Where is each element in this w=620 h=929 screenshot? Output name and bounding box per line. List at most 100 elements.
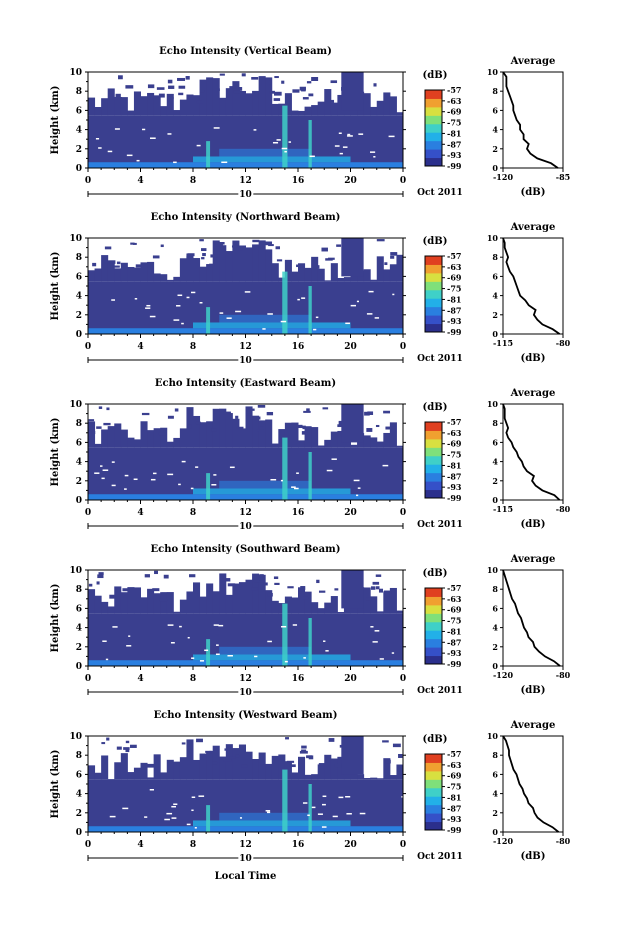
- echo-gap: [379, 658, 384, 660]
- echo-gap: [280, 479, 283, 482]
- y-tick-label: 6: [76, 770, 82, 780]
- colorbar-segment: [425, 588, 442, 597]
- profile-y-tick-label: 0: [492, 329, 498, 339]
- echo-gap: [204, 649, 209, 652]
- profile-y-tick-label: 4: [492, 623, 498, 633]
- echo-cell: [376, 239, 385, 242]
- echo-cell: [120, 97, 128, 116]
- echo-gap: [356, 300, 359, 303]
- echo-cell: [206, 583, 214, 614]
- echo-gap: [226, 317, 232, 319]
- echo-cell: [321, 247, 328, 252]
- echo-column: [308, 452, 312, 500]
- echo-gap: [216, 644, 219, 646]
- panel-1: Echo Intensity (Vertical Beam) 0 2 4 6 8 10 Hei…: [50, 46, 570, 202]
- echo-cell: [278, 277, 286, 282]
- day-label: 10: [239, 522, 252, 532]
- date-label: Oct 2011: [417, 686, 463, 696]
- profile-y-tick-label: 8: [492, 86, 498, 96]
- echo-cell: [284, 422, 292, 448]
- panel-5: Echo Intensity (Westward Beam) 0 2 4 6 8 10 Hei…: [50, 710, 571, 866]
- echo-cell: [199, 596, 207, 614]
- echo-cell: [383, 591, 391, 614]
- echo-cell: [224, 748, 228, 751]
- echo-cell: [258, 420, 266, 448]
- x-tick-label: 4: [137, 840, 143, 850]
- echo-gap: [267, 640, 272, 643]
- x-tick-label: 4: [137, 176, 143, 186]
- echo-cell: [219, 573, 227, 614]
- echo-band-surface: [88, 162, 403, 168]
- echo-cell: [118, 97, 123, 100]
- echo-cell: [258, 240, 266, 282]
- echo-cell: [337, 94, 345, 116]
- colorbar-tick-label: -69: [447, 605, 462, 615]
- echo-cell: [107, 263, 115, 282]
- echo-gap: [307, 814, 310, 817]
- echo-cell: [187, 253, 195, 257]
- echo-cell: [383, 432, 391, 448]
- echo-cell: [116, 746, 122, 750]
- echo-gap: [105, 658, 109, 661]
- echo-column: [282, 769, 288, 832]
- echo-cell: [385, 759, 391, 764]
- colorbar-segment: [425, 754, 442, 763]
- colorbar-segment: [425, 272, 442, 282]
- echo-cell: [266, 411, 274, 416]
- echo-cell: [238, 245, 246, 282]
- echo-gap: [149, 137, 156, 139]
- echo-cell: [334, 588, 339, 591]
- echo-column: [206, 307, 211, 334]
- echo-cell: [330, 758, 338, 780]
- colorbar-tick-label: -87: [447, 803, 461, 813]
- echo-cell: [390, 252, 398, 256]
- echo-cell: [363, 587, 371, 614]
- echo-cell: [252, 90, 260, 116]
- echo-cell: [206, 421, 214, 448]
- echo-cell: [146, 763, 155, 768]
- echo-gap: [270, 478, 277, 481]
- echo-cell: [179, 599, 187, 614]
- echo-band-boundary: [219, 646, 312, 655]
- colorbar-tick-label: -63: [447, 96, 462, 106]
- echo-cell: [284, 596, 292, 614]
- echo-column: [206, 141, 211, 168]
- colorbar-tick-label: -57: [447, 251, 461, 261]
- colorbar-segment: [425, 306, 442, 316]
- echo-cell: [383, 92, 391, 116]
- y-axis-label: Height (km): [50, 750, 61, 819]
- colorbar-tick-label: -81: [447, 792, 461, 802]
- echo-gap: [281, 147, 288, 150]
- profile-y-tick-label: 6: [492, 769, 498, 779]
- colorbar-segment: [425, 264, 442, 274]
- echo-gap: [370, 626, 374, 628]
- profile-y-tick-label: 8: [492, 584, 498, 594]
- profile-y-tick-label: 0: [492, 495, 498, 505]
- echo-cell: [389, 587, 397, 614]
- echo-cell: [186, 255, 192, 259]
- echo-cell: [265, 590, 273, 614]
- echo-cell: [199, 89, 205, 93]
- profile-frame: [502, 237, 564, 335]
- colorbar-segment: [425, 430, 442, 440]
- echo-cell: [252, 758, 260, 780]
- echo-cell: [201, 257, 205, 260]
- echo-cell: [363, 93, 371, 116]
- profile-y-tick-label: 10: [487, 565, 499, 575]
- panel-3: Echo Intensity (Eastward Beam) 0 2 4 6 8 10 Hei…: [50, 378, 571, 534]
- profile-x-tick-label: -80: [556, 836, 571, 846]
- echo-cell: [225, 251, 233, 282]
- colorbar-tick-label: -57: [447, 85, 461, 95]
- echo-gap: [291, 486, 296, 488]
- echo-gap: [109, 815, 116, 818]
- colorbar-tick-label: -57: [447, 583, 461, 593]
- echo-cell: [160, 244, 164, 248]
- y-tick-label: 0: [76, 330, 82, 340]
- echo-cell: [236, 426, 244, 429]
- profile-line: [502, 237, 561, 335]
- echo-band-boundary: [219, 480, 312, 489]
- y-tick-label: 10: [69, 68, 82, 78]
- colorbar-segment: [425, 472, 442, 482]
- echo-cell: [328, 257, 335, 260]
- y-tick-label: 0: [76, 828, 82, 838]
